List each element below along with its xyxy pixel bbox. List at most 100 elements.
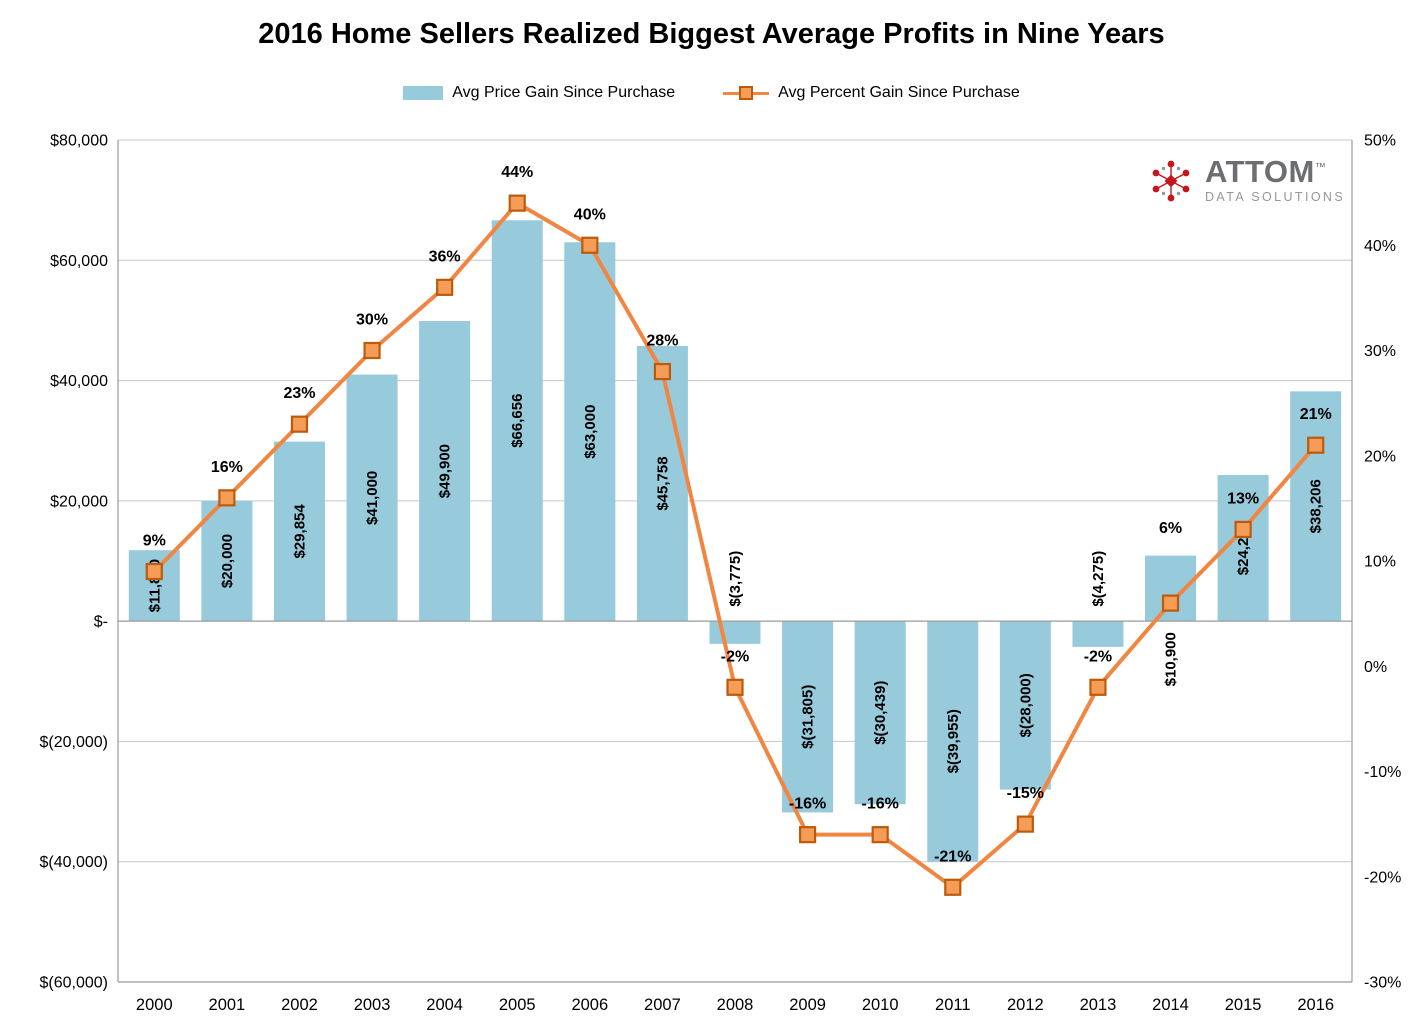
marker-2005 bbox=[508, 194, 526, 212]
bar-label-2016: $38,206 bbox=[1308, 479, 1325, 533]
marker-2013 bbox=[1089, 678, 1107, 696]
percent-label-2004: 36% bbox=[429, 248, 461, 265]
x-axis-label-2006: 2006 bbox=[571, 996, 608, 1014]
right-axis-tick-label: -20% bbox=[1364, 869, 1401, 886]
marker-2014 bbox=[1161, 594, 1180, 612]
legend-item-bar-series: Avg Price Gain Since Purchase bbox=[403, 84, 675, 102]
bar-2004 bbox=[419, 321, 471, 622]
percent-label-2013: -2% bbox=[1084, 648, 1112, 665]
left-axis-tick-label: $- bbox=[94, 614, 108, 631]
bar-2006 bbox=[564, 242, 616, 622]
bar-2002 bbox=[273, 441, 325, 622]
attom-logo: ATTOM™ DATA SOLUTIONS bbox=[1146, 156, 1345, 206]
bar-2009 bbox=[782, 621, 834, 813]
legend-label-bar-series: Avg Price Gain Since Purchase bbox=[452, 84, 676, 101]
right-axis-tick-label: 0% bbox=[1364, 659, 1387, 676]
percent-label-2009: -16% bbox=[789, 796, 826, 813]
attom-logo-subtitle: DATA SOLUTIONS bbox=[1205, 190, 1346, 204]
bar-label-2010: $(30,439) bbox=[872, 681, 889, 745]
bar-label-2008: $(3,775) bbox=[727, 551, 744, 607]
right-axis-tick-label: -10% bbox=[1364, 764, 1401, 781]
marker-2000 bbox=[145, 562, 163, 581]
left-axis-tick-label: $60,000 bbox=[50, 253, 108, 270]
left-axis-tick-label: $(20,000) bbox=[40, 734, 109, 751]
x-axis-label-2014: 2014 bbox=[1152, 996, 1189, 1014]
x-axis-label-2010: 2010 bbox=[862, 996, 899, 1014]
percent-label-2011: -21% bbox=[934, 848, 971, 865]
left-axis-tick-label: $(60,000) bbox=[40, 975, 109, 992]
x-axis-label-2013: 2013 bbox=[1080, 996, 1117, 1014]
chart-title: 2016 Home Sellers Realized Biggest Avera… bbox=[258, 18, 1165, 50]
bar-2003 bbox=[346, 374, 398, 622]
x-axis-label-2002: 2002 bbox=[281, 996, 318, 1014]
marker-2007 bbox=[653, 362, 672, 381]
percent-label-2014: 6% bbox=[1159, 520, 1182, 537]
percent-label-2001: 16% bbox=[211, 459, 243, 476]
x-axis-label-2009: 2009 bbox=[789, 996, 826, 1014]
bar-label-2011: $(39,955) bbox=[945, 709, 962, 773]
left-axis-tick-label: $80,000 bbox=[50, 133, 108, 150]
bar-label-2005: $66,656 bbox=[509, 394, 526, 448]
percent-label-2006: 40% bbox=[574, 206, 606, 223]
x-axis-label-2015: 2015 bbox=[1225, 996, 1262, 1014]
bar-label-2004: $49,900 bbox=[437, 444, 454, 498]
percent-label-2002: 23% bbox=[283, 385, 315, 402]
percent-label-2003: 30% bbox=[356, 312, 388, 329]
bar-label-2003: $41,000 bbox=[364, 471, 381, 525]
percent-label-2008: -2% bbox=[721, 648, 749, 665]
bar-label-2006: $63,000 bbox=[582, 405, 599, 459]
x-axis-label-2008: 2008 bbox=[717, 996, 754, 1014]
right-axis-tick-label: 50% bbox=[1364, 133, 1396, 150]
trademark-symbol: ™ bbox=[1314, 161, 1327, 174]
x-axis-label-2005: 2005 bbox=[499, 996, 536, 1014]
marker-2010 bbox=[871, 826, 889, 844]
bar-label-2012: $(28,000) bbox=[1017, 673, 1034, 737]
right-axis-tick-label: -30% bbox=[1364, 975, 1401, 992]
bar-2016 bbox=[1290, 391, 1342, 622]
x-axis-label-2007: 2007 bbox=[644, 996, 681, 1014]
bar-2012 bbox=[999, 621, 1051, 790]
legend: Avg Price Gain Since Purchase Avg Percen… bbox=[0, 84, 1423, 102]
percent-label-2000: 9% bbox=[143, 533, 166, 550]
percent-label-2015: 13% bbox=[1227, 490, 1259, 507]
marker-2003 bbox=[363, 341, 381, 360]
bar-label-2007: $45,758 bbox=[654, 456, 671, 510]
legend-label-line-series: Avg Percent Gain Since Purchase bbox=[778, 84, 1020, 101]
marker-2001 bbox=[218, 489, 236, 507]
attom-logo-name: ATTOM™ bbox=[1205, 154, 1327, 189]
marker-2011 bbox=[944, 878, 962, 896]
bar-2008 bbox=[709, 621, 761, 644]
right-axis-tick-label: 20% bbox=[1364, 448, 1396, 465]
legend-item-line-series: Avg Percent Gain Since Purchase bbox=[723, 84, 1020, 102]
bar-2000 bbox=[128, 550, 180, 622]
left-axis-tick-label: $20,000 bbox=[50, 493, 108, 510]
x-axis-label-2003: 2003 bbox=[354, 996, 391, 1014]
marker-2012 bbox=[1016, 815, 1034, 833]
bar-2011 bbox=[927, 621, 979, 862]
attom-logo-icon bbox=[1152, 160, 1190, 202]
right-axis-tick-label: 40% bbox=[1364, 238, 1396, 255]
bar-2001 bbox=[201, 500, 253, 622]
bar-2005 bbox=[491, 220, 543, 622]
marker-2016 bbox=[1307, 436, 1325, 454]
percent-label-2007: 28% bbox=[646, 333, 678, 350]
bar-label-2002: $29,854 bbox=[291, 504, 308, 559]
x-axis-label-2011: 2011 bbox=[935, 996, 970, 1014]
left-axis-tick-label: $(40,000) bbox=[40, 854, 109, 871]
percent-line bbox=[152, 201, 1318, 890]
marker-2002 bbox=[290, 415, 309, 433]
percent-label-2012: -15% bbox=[1007, 785, 1044, 802]
right-axis-tick-label: 10% bbox=[1364, 554, 1396, 571]
x-axis-label-2016: 2016 bbox=[1297, 996, 1334, 1014]
marker-2004 bbox=[436, 278, 454, 296]
percent-label-2005: 44% bbox=[501, 164, 533, 181]
bar-label-2001: $20,000 bbox=[219, 534, 236, 588]
marker-2008 bbox=[726, 678, 744, 696]
percent-label-2016: 21% bbox=[1300, 406, 1332, 423]
line-series-swatch-marker bbox=[739, 86, 754, 100]
marker-2015 bbox=[1234, 520, 1252, 539]
attom-logo-text: ATTOM™ DATA SOLUTIONS bbox=[1205, 156, 1345, 204]
right-axis-tick-label: 30% bbox=[1364, 343, 1396, 360]
